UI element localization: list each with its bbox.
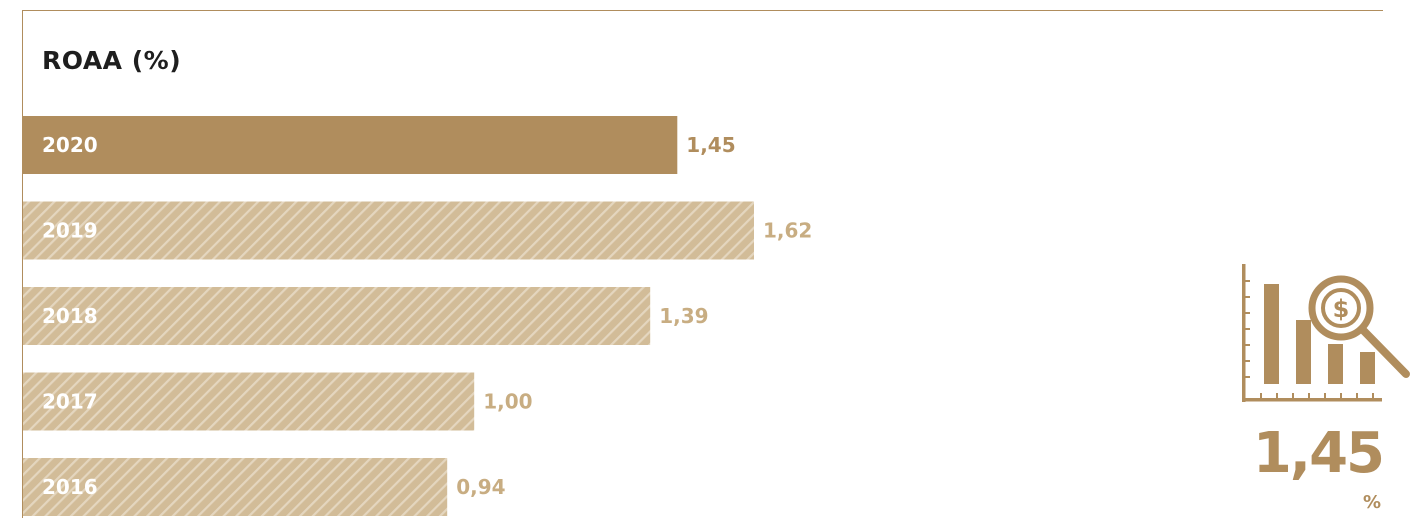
value-label-2019: 1,62 bbox=[763, 219, 812, 243]
frame-left-border bbox=[22, 10, 23, 518]
bar-2018 bbox=[23, 287, 651, 345]
value-label-2020: 1,45 bbox=[686, 133, 735, 157]
category-label-2019: 2019 bbox=[42, 219, 98, 243]
value-label-2018: 1,39 bbox=[659, 304, 708, 328]
value-label-2017: 1,00 bbox=[483, 390, 532, 414]
category-label-2016: 2016 bbox=[42, 475, 98, 499]
category-label-2020: 2020 bbox=[42, 133, 98, 157]
category-label-2018: 2018 bbox=[42, 304, 98, 328]
kpi-unit: % bbox=[1362, 492, 1381, 513]
bar-2020 bbox=[23, 116, 678, 174]
frame-top-border bbox=[22, 10, 1383, 11]
bar-chart-dollar-magnifier-icon: $ bbox=[1242, 264, 1410, 402]
svg-text:$: $ bbox=[1333, 295, 1350, 323]
bar-2016 bbox=[23, 458, 448, 516]
chart-title: ROAA (%) bbox=[42, 46, 182, 75]
kpi-value: 1,45 bbox=[1252, 421, 1385, 486]
value-label-2016: 0,94 bbox=[456, 475, 505, 499]
category-label-2017: 2017 bbox=[42, 390, 98, 414]
bar-2019 bbox=[23, 201, 754, 260]
bar-2017 bbox=[23, 372, 475, 431]
